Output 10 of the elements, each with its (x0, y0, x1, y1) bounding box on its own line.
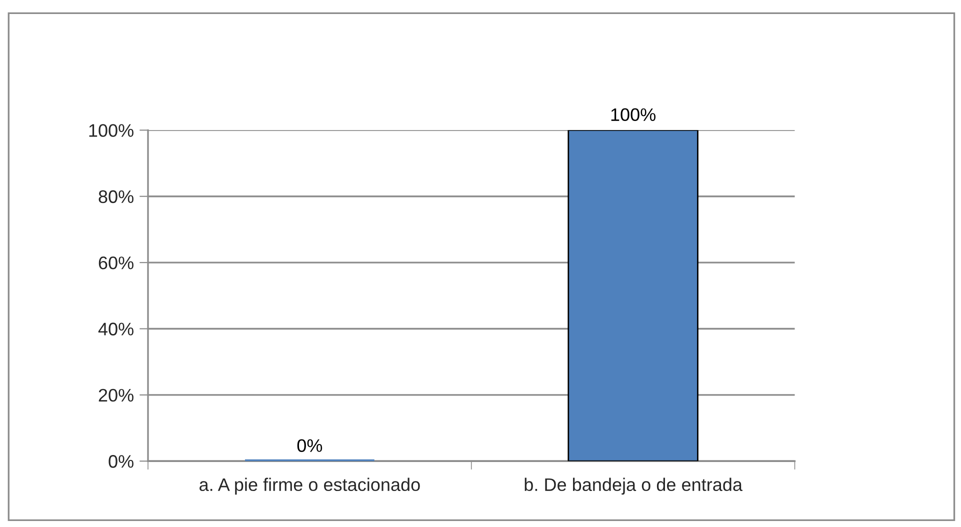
x-tick-label: b. De bandeja o de entrada (524, 478, 742, 495)
data-label: 0% (297, 439, 322, 452)
x-tick-label: a. A pie firme o estacionado (200, 478, 420, 495)
y-tick-label: 20% (98, 388, 134, 402)
y-tick-label: 40% (98, 322, 134, 336)
y-tick-label: 100% (89, 124, 134, 137)
y-tick-label: 80% (98, 190, 134, 204)
y-tick-label: 60% (98, 256, 134, 270)
data-label: 100% (611, 108, 656, 122)
y-tick-label: 0% (108, 455, 134, 468)
